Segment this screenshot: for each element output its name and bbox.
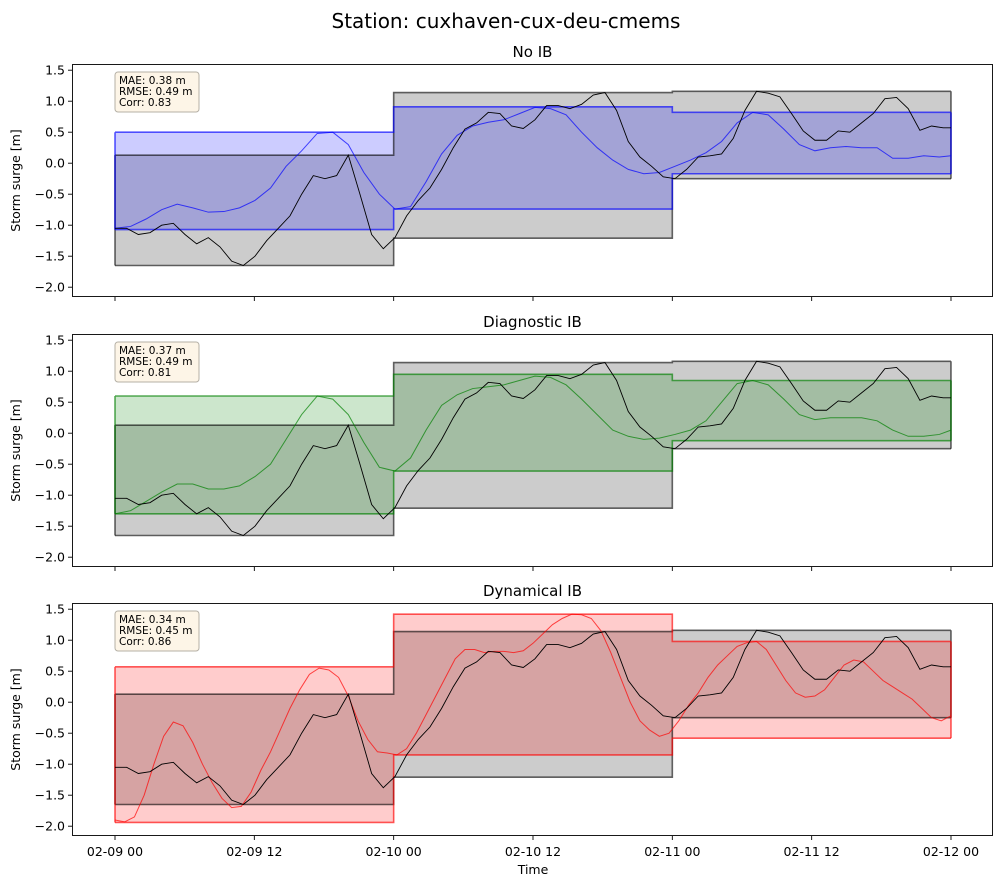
y-axis-label: Storm surge [m] xyxy=(8,399,23,501)
observed-series-line xyxy=(115,629,951,806)
stats-rmse: RMSE: 0.49 m xyxy=(119,356,192,368)
observed-envelope-min xyxy=(115,716,951,806)
stats-box xyxy=(114,71,200,113)
y-tick-label: 0.0 xyxy=(45,156,65,171)
observed-series-line xyxy=(115,90,951,267)
observed-envelope-min xyxy=(115,447,951,537)
stats-mae: MAE: 0.34 m xyxy=(119,614,186,626)
x-axis-label: Time xyxy=(517,862,549,877)
model-series-line xyxy=(114,375,952,515)
y-tick-label: 0.5 xyxy=(45,395,65,410)
model-envelope-max xyxy=(114,105,952,230)
axes-frame xyxy=(72,64,993,297)
y-tick-label: −0.5 xyxy=(35,726,65,741)
model-envelope xyxy=(115,374,951,514)
axes-frame xyxy=(72,334,993,567)
x-tick-label: 02-09 12 xyxy=(226,844,282,859)
x-tick-label: 02-10 12 xyxy=(505,844,561,859)
y-tick-label: 0.0 xyxy=(45,426,65,441)
y-tick-label: 0.0 xyxy=(45,695,65,710)
y-tick-label: −0.5 xyxy=(35,457,65,472)
y-tick-label: −1.5 xyxy=(35,249,65,264)
axes-frame xyxy=(72,603,993,836)
y-tick-label: −0.5 xyxy=(35,187,65,202)
stats-rmse: RMSE: 0.45 m xyxy=(119,625,192,637)
observed-envelope xyxy=(115,630,951,805)
y-tick-label: 1.5 xyxy=(45,602,65,617)
y-tick-label: −1.0 xyxy=(35,757,65,772)
stats-mae: MAE: 0.37 m xyxy=(119,345,186,357)
y-tick-label: −2.0 xyxy=(35,819,65,834)
panel-diagnostic-ib: 1.5 1.0 0.5 0.0 −0.5 −1.0 −1.5 −2.0 Diagnostic I… xyxy=(8,313,993,571)
figure-suptitle: Station: cuxhaven-cux-deu-cmems xyxy=(332,9,681,33)
model-envelope-min xyxy=(115,439,951,515)
y-tick-label: 0.5 xyxy=(45,664,65,679)
plot-area xyxy=(72,334,993,567)
x-tick-label: 02-11 00 xyxy=(644,844,700,859)
observed-envelope xyxy=(115,91,951,266)
y-tick-label: −1.0 xyxy=(35,488,65,503)
y-tick-label: 1.0 xyxy=(45,633,65,648)
model-envelope xyxy=(115,614,951,823)
stats-rmse: RMSE: 0.49 m xyxy=(119,86,192,98)
y-axis-label: Storm surge [m] xyxy=(8,668,23,770)
observed-series-line xyxy=(115,360,951,537)
panel-no-ib: 1.5 1.0 0.5 0.0 −0.5 −1.0 −1.5 −2.0 No IB Storm s… xyxy=(8,43,993,301)
y-tick-label: −2.0 xyxy=(35,280,65,295)
x-tick-label: 02-11 12 xyxy=(784,844,840,859)
y-tick-label: 1.5 xyxy=(45,333,65,348)
x-tick-label: 02-10 00 xyxy=(366,844,422,859)
stats-corr: Corr: 0.81 xyxy=(119,367,171,379)
stats-corr: Corr: 0.83 xyxy=(119,97,171,109)
y-tick-label: 1.0 xyxy=(45,364,65,379)
plot-area xyxy=(72,64,993,297)
y-axis-label: Storm surge [m] xyxy=(8,129,23,231)
model-envelope-min xyxy=(115,172,951,231)
observed-envelope xyxy=(115,361,951,536)
model-envelope xyxy=(115,106,951,230)
panel-dynamical-ib: 1.5 1.0 0.5 0.0 −0.5 −1.0 −1.5 −2.0 02-09 00 02-0… xyxy=(8,582,993,859)
y-tick-label: 0.5 xyxy=(45,125,65,140)
stats-box xyxy=(114,341,200,383)
y-tick-label: −1.0 xyxy=(35,218,65,233)
y-tick-label: −1.5 xyxy=(35,788,65,803)
model-envelope-max xyxy=(114,613,952,823)
panel-title: Dynamical IB xyxy=(483,582,582,600)
x-tick-label: 02-09 00 xyxy=(87,844,143,859)
y-tick-label: 1.5 xyxy=(45,63,65,78)
model-series-line xyxy=(114,613,952,823)
panel-title: Diagnostic IB xyxy=(483,313,582,331)
observed-envelope-min xyxy=(115,177,951,267)
y-tick-label: −2.0 xyxy=(35,550,65,565)
model-series-line xyxy=(114,106,952,229)
y-tick-label: −1.5 xyxy=(35,519,65,534)
stats-mae: MAE: 0.38 m xyxy=(119,75,186,87)
panel-title: No IB xyxy=(513,43,553,61)
y-tick-label: 1.0 xyxy=(45,94,65,109)
stats-box xyxy=(114,610,200,652)
x-tick-label: 02-12 00 xyxy=(923,844,979,859)
stats-corr: Corr: 0.86 xyxy=(119,636,172,648)
model-envelope-min xyxy=(115,737,951,824)
